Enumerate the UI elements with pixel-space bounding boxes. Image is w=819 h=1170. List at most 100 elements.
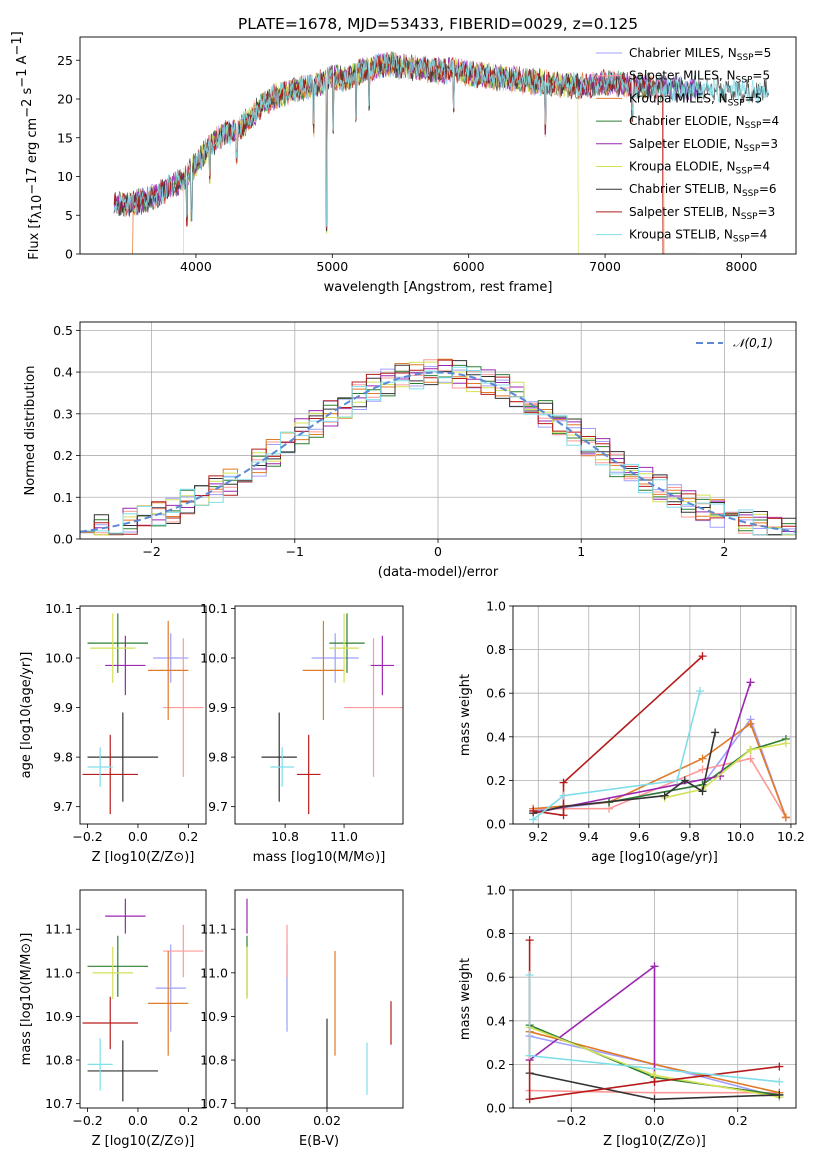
axes-frame [79,321,797,540]
x-tick-label: −0.2 [72,829,102,844]
y-tick-label: 11.0 [45,965,73,980]
y-tick-label: 11.1 [45,922,73,937]
x-tick-label: 7000 [589,259,621,274]
x-tick-label: 0 [434,544,442,559]
data-point-marker [559,778,568,787]
label-part: −2 [20,99,35,118]
y-tick-label: 10.8 [200,1053,228,1068]
legend-label: 𝒩(0,1) [733,336,773,350]
plot-area [261,613,403,815]
data-point-marker [559,811,568,820]
data-point-marker [650,1095,659,1104]
x-tick-label: 0.2 [178,829,198,844]
data-point-marker [711,728,720,737]
x-tick-label: 8000 [726,259,758,274]
x-tick-label: 0.00 [233,1113,261,1128]
plot-area [80,358,796,539]
legend-label: Kroupa ELODIE, NSSP=4 [629,160,770,177]
x-axis-label: age [log10(age/yr)] [591,850,718,865]
x-tick-label: 0.0 [645,1113,665,1128]
x-tick-label: 11.0 [330,829,358,844]
label-part: Flux [f [27,219,42,260]
x-tick-label: 9.8 [680,829,700,844]
histogram-kroupa-stelib [80,366,796,539]
y-tick-label: 0.6 [486,970,506,985]
y-tick-label: 1.0 [486,599,506,614]
y-tick-label: 0.4 [486,729,506,744]
y-axis-label: mass weight [458,674,473,756]
y-tick-label: 10.7 [200,1096,228,1111]
spectrum-salpeter-elodie [113,51,701,227]
legend-label: Chabrier ELODIE, NSSP=4 [629,114,779,131]
data-point-marker [529,806,538,815]
spectrum-kroupa-stelib [113,53,770,228]
data-point-marker [698,754,707,763]
legend-subscript: SSP [733,235,750,245]
legend-label: Salpeter ELODIE, NSSP=3 [629,137,778,154]
legend-label: Chabrier STELIB, NSSP=6 [629,182,777,199]
x-tick-label: 0.0 [128,829,148,844]
axes-frame [234,889,404,1109]
y-tick-label: 10 [57,169,73,184]
series-kroupa-miles [533,722,787,818]
legend-subscript: SSP [743,144,760,154]
y-tick-label: 15 [57,130,73,145]
data-point-marker [695,687,704,696]
panel-3: −0.2 0.0 0.2 9.7 9.8 9.9 10.0 10.1 Z [log10(Z/Z⊙… [19,601,207,865]
y-tick-label: 0.0 [53,532,73,547]
y-axis-label: Normed distribution [23,366,38,496]
x-tick-label: 4000 [180,259,212,274]
data-point-marker [746,719,755,728]
y-tick-label: 0.0 [486,1101,506,1116]
label-part: −1 [15,69,30,88]
panel-7: 0.00 0.02 10.7 10.8 10.9 11.0 11.1 E(B-V) [200,889,404,1149]
data-point-marker [746,754,755,763]
label-part: erg cm [25,118,40,167]
data-point-marker [746,745,755,754]
series-salpeter-stelib [533,655,704,817]
y-tick-label: 9.8 [53,750,73,765]
label-part: −17 [25,167,40,194]
panel-6: −0.2 0.0 0.2 10.7 10.8 10.9 11.0 11.1 Z [log10(Z… [19,889,207,1149]
axes-frame [512,889,797,1109]
data-point-marker [529,815,538,824]
legend-subscript: SSP [736,76,753,86]
legend-label: Salpeter STELIB, NSSP=3 [629,205,775,222]
x-tick-label: 6000 [453,259,485,274]
x-axis-label: Z [log10(Z/Z⊙)] [92,850,195,865]
x-axis-label: Z [log10(Z/Z⊙)] [92,1134,195,1149]
x-tick-label: 0.02 [313,1113,341,1128]
y-tick-label: 0.6 [486,686,506,701]
x-tick-label: −1 [286,544,304,559]
data-point-marker [775,1090,784,1099]
label-part: ] [10,31,25,36]
data-point-marker [673,776,682,785]
x-tick-label: 0.2 [728,1113,748,1128]
legend-label: Salpeter MILES, NSSP=5 [629,69,770,86]
y-axis-label: age [log10(age/yr)] [19,652,34,779]
data-point-marker [525,971,534,980]
x-tick-label: 9.6 [629,829,649,844]
legend-subscript: SSP [741,212,758,222]
axes-frame [79,605,207,825]
legend-count: =4 [750,228,768,242]
x-axis-label: Z [log10(Z/Z⊙)] [603,1134,706,1149]
legend-label: Kroupa STELIB, NSSP=4 [629,228,767,245]
data-point-marker [525,1051,534,1060]
x-axis-label: wavelength [Angstrom, rest frame] [324,280,553,295]
legend-count: =4 [761,114,779,128]
y-tick-label: 0.4 [53,365,73,380]
normal-reference-curve [80,371,796,533]
y-tick-label: 0.5 [53,323,73,338]
x-axis-label: E(B-V) [299,1134,339,1149]
x-tick-label: 0.2 [178,1113,198,1128]
axes-frame [512,605,797,825]
y-tick-label: 11.0 [200,965,228,980]
y-tick-label: 0.2 [486,773,506,788]
y-tick-label: 9.9 [208,700,228,715]
legend-subscript: SSP [728,98,745,108]
plot-area [113,51,770,254]
label-part: λ [30,211,45,219]
plot-area [246,898,392,1108]
x-tick-label: 0.0 [128,1113,148,1128]
